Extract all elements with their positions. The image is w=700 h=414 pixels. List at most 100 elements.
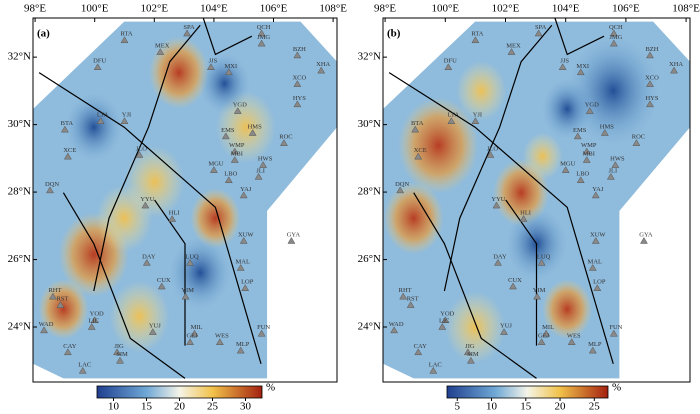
station (181, 292, 190, 300)
station (230, 156, 239, 163)
station-label: MIL (542, 324, 554, 331)
station-label: LAC (78, 361, 91, 368)
station-label: MXI (576, 63, 589, 70)
station (236, 263, 245, 271)
station (215, 338, 224, 345)
station (444, 63, 453, 71)
lon-tick-label: 100°E (431, 3, 459, 15)
station (206, 63, 215, 71)
station-label: YAJ (592, 186, 604, 193)
station (492, 201, 501, 209)
station (239, 191, 248, 199)
station (609, 29, 618, 37)
station (293, 51, 302, 59)
station (156, 48, 165, 55)
station-label: YYU (491, 196, 505, 203)
fault (38, 72, 262, 364)
station (78, 366, 87, 374)
station (87, 323, 96, 330)
station (396, 186, 405, 194)
fault (388, 72, 614, 364)
station (116, 356, 124, 364)
frame (32, 17, 338, 383)
station-label: MGU (560, 161, 575, 168)
lon-tick-label: 98°E (24, 3, 46, 15)
station-label: GYA (639, 231, 653, 238)
fault (154, 199, 186, 346)
station (293, 80, 302, 87)
lat-tick-label: 28°N (358, 186, 381, 198)
station (186, 258, 195, 266)
anomaly (65, 93, 122, 161)
station-label: JMG (257, 34, 270, 41)
fault (443, 24, 553, 292)
station-label: EMS (221, 127, 235, 134)
station (611, 161, 620, 168)
station (113, 348, 121, 356)
anomaly (383, 182, 444, 255)
fault (413, 192, 537, 379)
station-label: RHT (399, 287, 412, 294)
station (632, 139, 641, 146)
station-label: GYA (287, 231, 301, 238)
station (186, 338, 195, 345)
station (537, 338, 546, 345)
station-label: SIM (467, 351, 479, 358)
lat-tick-label: 30°N (358, 118, 381, 130)
station-label: YAJ (240, 186, 252, 193)
station-label: MXI (224, 63, 237, 70)
colorbar-unit: % (612, 382, 621, 394)
station-label: DAY (142, 253, 156, 260)
colorbar-unit: % (266, 382, 275, 394)
station (494, 258, 502, 266)
station (259, 161, 268, 168)
station (293, 100, 302, 108)
station (241, 284, 250, 291)
lon-tick-label: 108°E (319, 3, 347, 15)
fault (202, 17, 253, 56)
station-label: RST (407, 296, 419, 303)
station-label: MIL (191, 324, 203, 331)
fault (93, 24, 201, 292)
station-label: EMS (573, 127, 587, 134)
station (646, 51, 654, 59)
station-label: YUJ (500, 323, 512, 330)
anomaly (170, 236, 231, 309)
station (148, 328, 157, 335)
station-label: RTA (471, 31, 483, 38)
station-label: RTA (120, 31, 132, 38)
station-label: XUW (238, 231, 254, 238)
lon-tick-label: 106°E (612, 3, 640, 15)
station-label: RST (56, 296, 68, 303)
station (441, 316, 450, 324)
station (239, 236, 248, 244)
station-label: YJI (473, 112, 482, 119)
station-label: LTA (448, 112, 460, 119)
map-panel: 98°E 100°E 102°E 104°E 106°E 108°E 24°N 26°N 28°… (358, 3, 700, 413)
station (399, 292, 408, 300)
station (534, 29, 543, 37)
station (585, 107, 594, 114)
station-label: HYS (645, 95, 658, 102)
colorbar-tick-label: 10 (108, 401, 120, 413)
station (567, 338, 576, 345)
station-label: XHA (316, 61, 330, 68)
station-label: DQN (395, 181, 409, 188)
station (640, 236, 648, 244)
map-panel: 98°E 100°E 102°E 104°E 106°E 108°E 24°N 26°N 28°… (8, 3, 348, 413)
station (558, 63, 567, 71)
station-label: XCO (645, 75, 659, 82)
lon-tick-label: 100°E (81, 3, 109, 15)
station-label: YGD (233, 102, 247, 109)
station (411, 125, 420, 133)
station-label: JLO (487, 145, 499, 152)
station (588, 263, 597, 271)
station (49, 292, 57, 300)
station-label: ROC (632, 134, 645, 141)
station (390, 326, 399, 334)
station (573, 132, 582, 140)
station (588, 346, 597, 354)
station (141, 201, 150, 209)
lat-tick-label: 28°N (8, 186, 31, 198)
